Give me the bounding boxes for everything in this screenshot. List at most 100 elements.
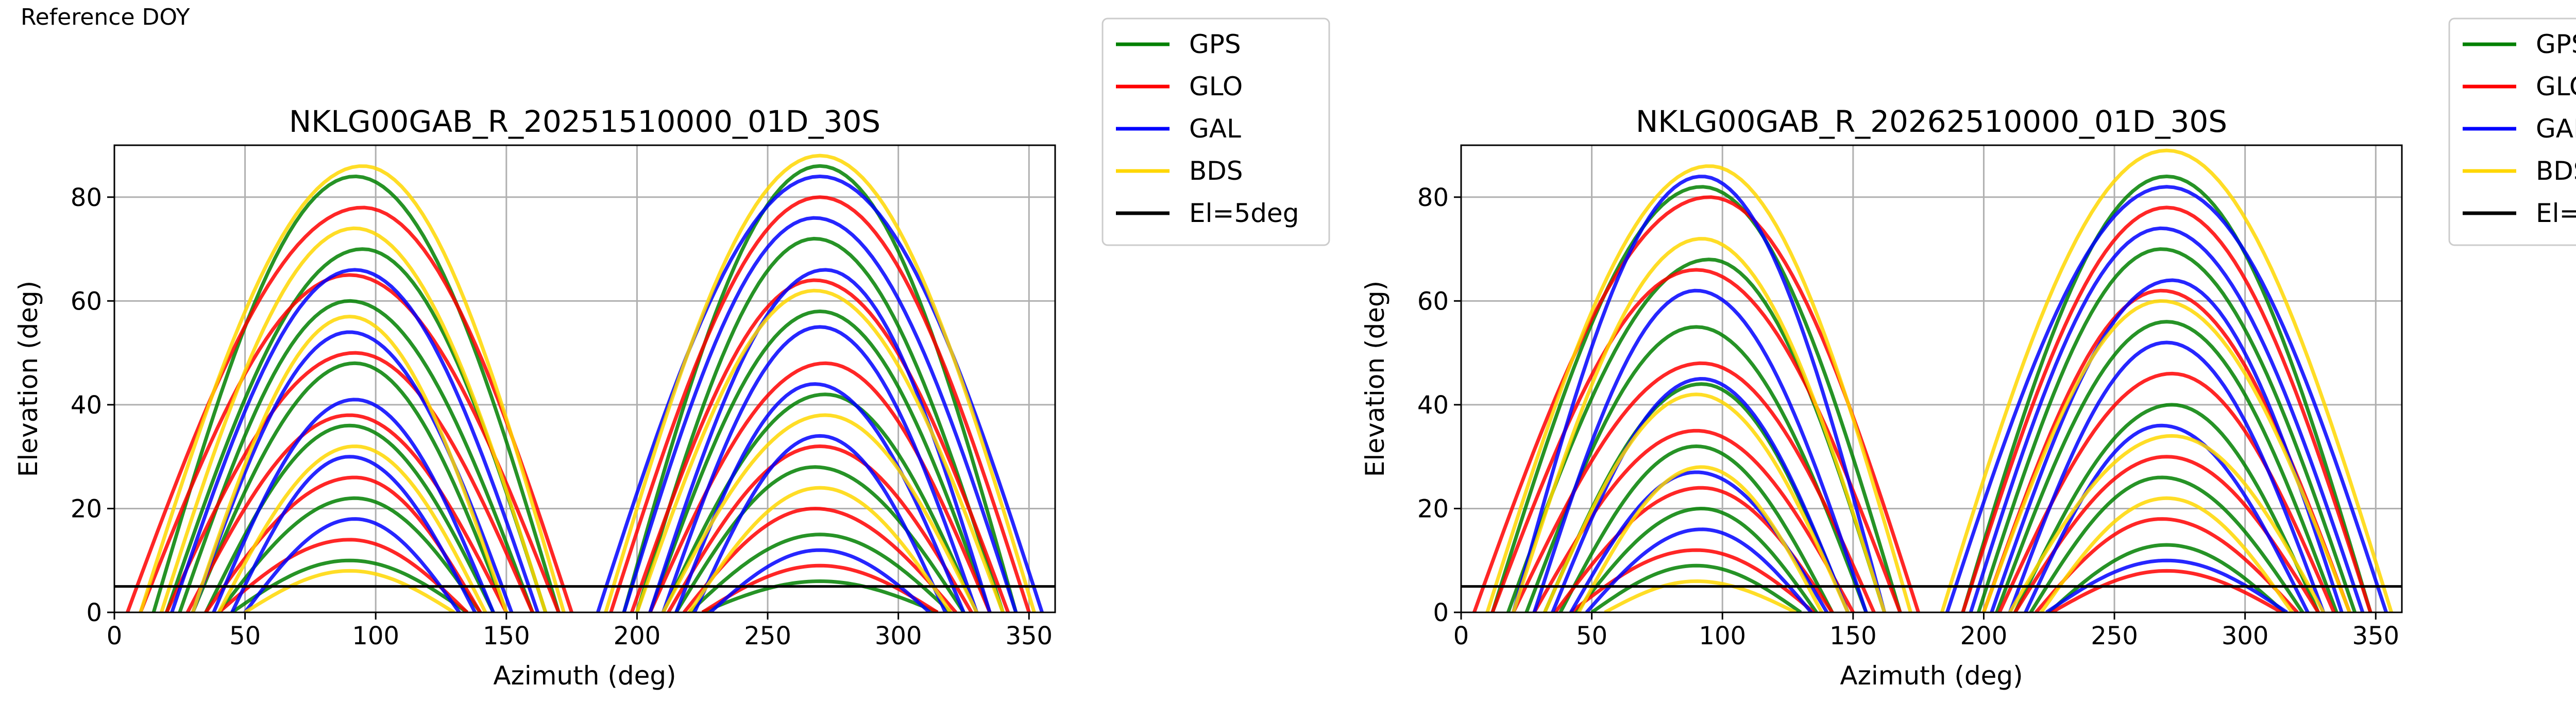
legend-label: El=5deg — [2536, 198, 2576, 228]
x-tick-label: 350 — [2352, 622, 2399, 650]
legend-label: GAL — [2536, 114, 2576, 144]
legend-label: BDS — [1189, 156, 1243, 186]
satellite-track — [1961, 174, 2372, 612]
satellite-track — [1945, 185, 2388, 612]
plot-frame — [113, 144, 1056, 613]
satellite-track — [609, 195, 1031, 612]
satellite-track — [701, 579, 939, 612]
chart-panel-left: 0 50 100 150 200 250 300 350 0 20 40 60 80 NKLG00GAB_… — [13, 18, 1330, 691]
y-tick-label: 20 — [71, 494, 102, 523]
satellite-track — [648, 309, 992, 612]
satellite-track — [1512, 237, 1887, 612]
satellite-track — [1604, 579, 1797, 612]
satellite-track — [701, 563, 939, 612]
satellite-track — [1574, 506, 1818, 612]
satellite-track — [604, 153, 1036, 612]
satellite-track — [1940, 148, 2394, 612]
satellite-track — [165, 351, 534, 612]
satellite-track — [178, 299, 534, 612]
satellite-track — [1512, 175, 1887, 612]
satellite-track — [191, 361, 509, 612]
satellite-track — [185, 413, 508, 612]
legend-label: GPS — [2536, 29, 2576, 59]
satellite-track — [1976, 247, 2357, 612]
satellite-track — [1485, 164, 1912, 612]
y-tick-label: 80 — [71, 183, 102, 212]
x-tick-label: 250 — [2091, 622, 2138, 650]
y-tick-label: 0 — [86, 598, 102, 627]
satellite-track — [1982, 299, 2351, 612]
chart-title: NKLG00GAB_R_20262510000_01D_30S — [1636, 104, 2227, 139]
satellite-track — [1558, 444, 1834, 612]
x-tick-label: 300 — [875, 622, 922, 650]
satellite-track — [243, 517, 461, 612]
x-tick-label: 50 — [1576, 622, 1607, 650]
satellite-track — [126, 205, 573, 612]
satellite-track — [682, 506, 957, 612]
series-bds — [1485, 148, 2394, 612]
satellite-track — [212, 398, 495, 612]
y-tick-label: 40 — [71, 391, 102, 420]
y-axis-label: Elevation (deg) — [13, 281, 43, 477]
satellite-track — [635, 236, 1005, 612]
y-tick-label: 60 — [71, 287, 102, 316]
x-tick-label: 150 — [483, 622, 530, 650]
satellite-track — [151, 174, 561, 612]
x-tick-label: 250 — [744, 622, 791, 650]
legend-box — [2448, 18, 2576, 246]
satellite-track — [674, 465, 965, 612]
y-tick-label: 0 — [1433, 598, 1449, 627]
satellite-track — [1961, 205, 2372, 612]
y-tick-label: 20 — [1417, 494, 1449, 523]
x-tick-label: 200 — [614, 622, 661, 650]
satellite-track — [2047, 543, 2286, 612]
satellite-track — [667, 444, 973, 612]
legend: GPS GLO GAL BDS El=5deg — [1101, 18, 1330, 246]
satellite-track — [170, 268, 540, 612]
satellite-track — [688, 533, 952, 612]
x-axis-label: Azimuth (deg) — [493, 661, 676, 691]
satellite-track — [674, 382, 965, 612]
legend-label: GAL — [1189, 114, 1241, 144]
satellite-track — [217, 538, 469, 612]
satellite-track — [139, 164, 566, 612]
satellite-track — [217, 496, 482, 612]
satellite-track — [661, 325, 979, 612]
satellite-track — [1551, 376, 1850, 612]
satellite-track — [2040, 496, 2294, 612]
series-bds — [139, 153, 1036, 612]
plot-area — [1472, 148, 2394, 612]
x-tick-label: 0 — [107, 622, 123, 650]
satellite-track — [1585, 527, 1813, 612]
satellite-track — [2008, 434, 2325, 612]
satellite-track — [2008, 340, 2326, 612]
satellite-track — [1969, 226, 2365, 612]
legend-label: BDS — [2536, 156, 2576, 186]
chart-panel-right: 0 50 100 150 200 250 300 350 0 20 40 60 80 NKLG00GAB_… — [1360, 18, 2576, 691]
x-tick-label: 100 — [352, 622, 399, 650]
x-tick-label: 350 — [1005, 622, 1053, 650]
satellite-track — [709, 548, 931, 612]
figure-note: Reference DOY — [21, 4, 190, 30]
satellite-track — [1990, 278, 2344, 612]
x-tick-label: 0 — [1453, 622, 1469, 650]
x-tick-label: 200 — [1960, 622, 2008, 650]
legend-label: GLO — [1189, 72, 1243, 101]
x-tick-label: 300 — [2222, 622, 2269, 650]
satellite-track — [622, 216, 1018, 612]
plot-frame — [1460, 144, 2403, 613]
satellite-track — [692, 434, 947, 612]
y-tick-label: 40 — [1417, 391, 1449, 420]
satellite-track — [1490, 185, 1902, 612]
x-axis-label: Azimuth (deg) — [1840, 661, 2023, 691]
satellite-track — [159, 226, 548, 612]
satellite-track — [244, 569, 455, 612]
satellite-track — [662, 392, 979, 612]
chart-title: NKLG00GAB_R_20251510000_01D_30S — [289, 104, 880, 139]
satellite-track — [1995, 320, 2338, 612]
satellite-track — [687, 486, 953, 612]
satellite-track — [2024, 423, 2310, 612]
satellite-track — [635, 288, 1005, 612]
satellite-track — [191, 315, 509, 612]
satellite-track — [1532, 288, 1868, 612]
